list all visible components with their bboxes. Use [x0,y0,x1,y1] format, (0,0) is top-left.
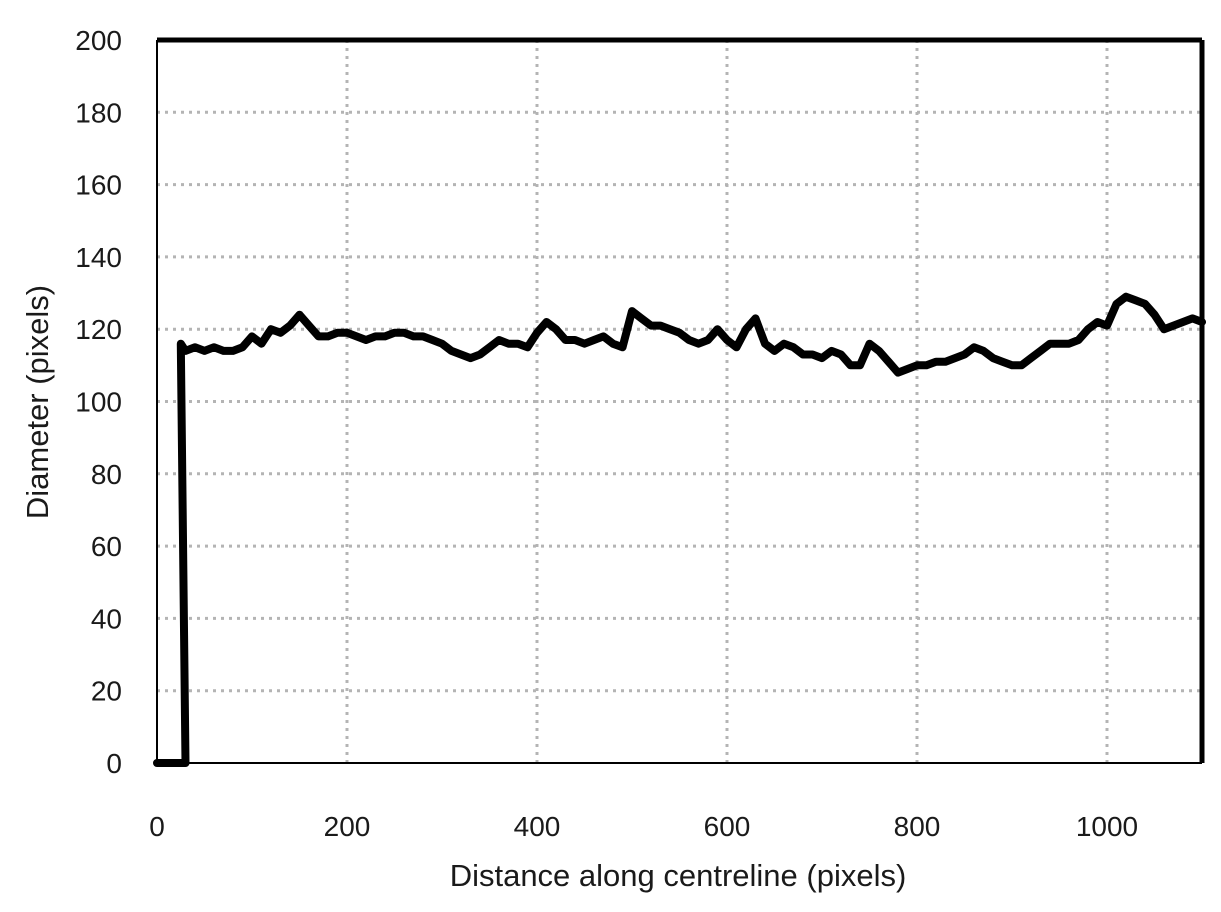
y-tick-label: 60 [91,531,122,562]
y-tick-label: 200 [75,25,122,56]
y-tick-labels: 0 20 40 60 80 100 120 140 160 180 200 [75,25,122,779]
y-tick-label: 80 [91,459,122,490]
y-tick-label: 140 [75,242,122,273]
y-tick-label: 120 [75,314,122,345]
x-tick-label: 800 [894,811,941,842]
y-tick-label: 20 [91,676,122,707]
y-tick-label: 160 [75,170,122,201]
y-axis-title: Diameter (pixels) [20,285,55,519]
x-tick-label: 600 [704,811,751,842]
gridlines [157,40,1202,763]
y-tick-label: 180 [75,97,122,128]
plot-frame [156,37,1205,764]
y-tick-label: 0 [106,748,122,779]
series-layer [153,292,1206,767]
y-tick-label: 40 [91,603,122,634]
x-tick-label: 0 [149,811,165,842]
y-tick-label: 100 [75,387,122,418]
series-line-0 [153,292,1206,767]
x-tick-label: 1000 [1076,811,1138,842]
x-tick-label: 400 [514,811,561,842]
x-tick-labels: 0 200 400 600 800 1000 [149,811,1138,842]
x-axis-title: Distance along centreline (pixels) [450,858,907,893]
x-tick-label: 200 [324,811,371,842]
